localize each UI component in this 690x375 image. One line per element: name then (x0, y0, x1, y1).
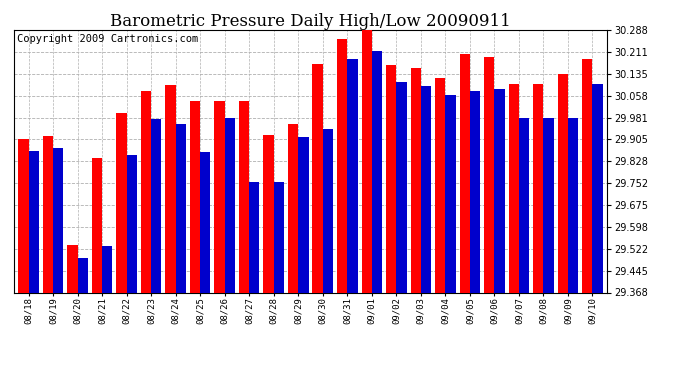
Bar (509, 84, 519, 292)
Bar (43, 136, 53, 292)
Bar (484, 57, 495, 292)
Bar (141, 91, 151, 292)
Bar (435, 78, 445, 292)
Bar (313, 64, 323, 292)
Bar (67, 245, 77, 292)
Bar (239, 101, 249, 292)
Bar (166, 85, 176, 292)
Title: Barometric Pressure Daily High/Low 20090911: Barometric Pressure Daily High/Low 20090… (110, 13, 511, 30)
Bar (347, 59, 357, 292)
Bar (421, 87, 431, 292)
Bar (386, 65, 396, 292)
Bar (200, 152, 210, 292)
Bar (470, 91, 480, 292)
Bar (225, 118, 235, 292)
Bar (362, 28, 372, 292)
Bar (274, 182, 284, 292)
Bar (77, 258, 88, 292)
Bar (151, 119, 161, 292)
Bar (102, 246, 112, 292)
Bar (372, 51, 382, 292)
Bar (445, 95, 455, 292)
Bar (337, 39, 347, 292)
Bar (323, 129, 333, 292)
Bar (544, 118, 554, 292)
Bar (568, 118, 578, 292)
Bar (117, 113, 126, 292)
Text: Copyright 2009 Cartronics.com: Copyright 2009 Cartronics.com (17, 34, 198, 44)
Bar (176, 124, 186, 292)
Bar (264, 135, 274, 292)
Bar (593, 84, 603, 292)
Bar (288, 124, 298, 292)
Bar (215, 101, 225, 292)
Bar (92, 158, 102, 292)
Bar (190, 101, 200, 292)
Bar (533, 84, 544, 292)
Bar (582, 59, 593, 292)
Bar (411, 68, 421, 292)
Bar (298, 137, 308, 292)
Bar (18, 139, 28, 292)
Bar (126, 155, 137, 292)
Bar (396, 82, 406, 292)
Bar (460, 54, 470, 292)
Bar (495, 89, 504, 292)
Bar (519, 118, 529, 292)
Bar (28, 151, 39, 292)
Bar (249, 182, 259, 292)
Bar (53, 148, 63, 292)
Bar (558, 74, 568, 292)
